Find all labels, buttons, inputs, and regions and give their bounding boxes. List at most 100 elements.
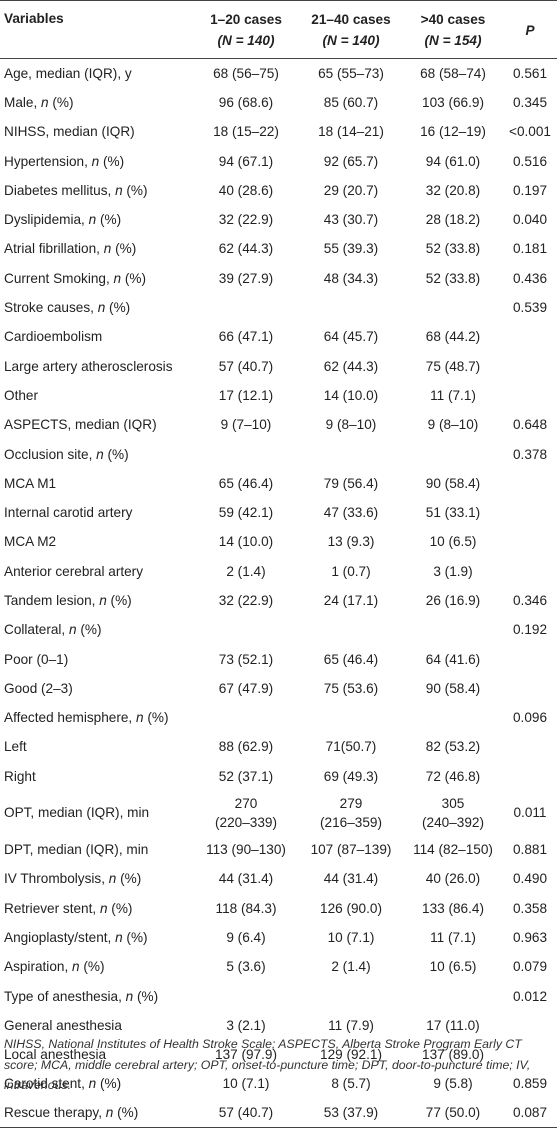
row-label-text: OPT, median (IQR), min bbox=[4, 805, 150, 821]
row-label: Male, n (%) bbox=[0, 88, 193, 117]
cell-group-3: 94 (61.0) bbox=[403, 146, 503, 175]
cell-value: 11 (7.9) bbox=[328, 1017, 374, 1033]
row-label-suffix: (%) bbox=[96, 1076, 122, 1092]
header-row: Variables 1–20 cases (N = 140) 21–40 cas… bbox=[0, 0, 557, 59]
row-label-suffix: (%) bbox=[116, 871, 142, 887]
cell-group-2: 9 (8–10) bbox=[299, 410, 403, 439]
cell-value: 94 (61.0) bbox=[425, 153, 481, 169]
header-group-3-label: >40 cases bbox=[420, 12, 486, 27]
row-label-italic: n bbox=[108, 871, 117, 887]
table-row: Poor (0–1) 73 (52.1) 65 (46.4) 64 (41.6) bbox=[0, 644, 557, 673]
cell-group-3: 52 (33.8) bbox=[403, 264, 503, 293]
cell-value: 10 (6.5) bbox=[429, 959, 477, 975]
row-label: Rescue therapy, n (%) bbox=[0, 1099, 193, 1128]
row-label-text: Current Smoking, bbox=[4, 270, 114, 286]
header-group-3: >40 cases (N = 154) bbox=[403, 1, 503, 59]
cell-group-3: 90 (58.4) bbox=[403, 469, 503, 498]
row-label-text: MCA M2 bbox=[4, 534, 57, 550]
row-label: Good (2–3) bbox=[0, 674, 193, 703]
cell-group-3: 75 (48.7) bbox=[403, 351, 503, 380]
header-group-1-n: (N = 140) bbox=[217, 33, 275, 48]
cell-group-1: 94 (67.1) bbox=[193, 146, 299, 175]
cell-value: 90 (58.4) bbox=[425, 475, 481, 491]
header-group-2: 21–40 cases (N = 140) bbox=[299, 1, 403, 59]
cell-value: 82 (53.2) bbox=[425, 739, 481, 755]
row-label-suffix: (%) bbox=[96, 212, 122, 228]
cell-value-range: (220–339) bbox=[215, 814, 277, 830]
row-label: Internal carotid artery bbox=[0, 498, 193, 527]
cell-group-1: 68 (56–75) bbox=[193, 59, 299, 88]
table-header: Variables 1–20 cases (N = 140) 21–40 cas… bbox=[0, 0, 557, 59]
cell-group-3 bbox=[403, 439, 503, 468]
table-row: Cardioembolism 66 (47.1) 64 (45.7) 68 (44.2… bbox=[0, 322, 557, 351]
cell-value: 64 (41.6) bbox=[425, 651, 481, 667]
row-label-text: Age, median (IQR), y bbox=[4, 65, 132, 81]
cell-group-1: 113 (90–130) bbox=[193, 835, 299, 864]
cell-value: 94 (67.1) bbox=[218, 153, 274, 169]
cell-group-2: 13 (9.3) bbox=[299, 527, 403, 556]
cell-p-value: 0.378 bbox=[512, 446, 548, 462]
row-label: Dyslipidemia, n (%) bbox=[0, 205, 193, 234]
row-label-italic: n bbox=[103, 241, 112, 257]
cell-value: 57 (40.7) bbox=[218, 1105, 274, 1121]
row-label-italic: n bbox=[99, 900, 108, 916]
row-label: Hypertension, n (%) bbox=[0, 146, 193, 175]
cell-value: 10 (6.5) bbox=[429, 534, 477, 550]
row-label-suffix: (%) bbox=[79, 959, 105, 975]
cell-value: 137 (89.0) bbox=[422, 1047, 484, 1063]
row-label-italic: n bbox=[96, 446, 104, 462]
row-label-italic: n bbox=[41, 94, 49, 110]
table-row: Collateral, n (%) 0.192 bbox=[0, 615, 557, 644]
cell-p-value: 0.181 bbox=[512, 241, 548, 257]
row-label-suffix: (%) bbox=[133, 988, 159, 1004]
cell-p-value: 0.436 bbox=[512, 270, 548, 286]
table-row: Left 88 (62.9) 71(50.7) 82 (53.2) bbox=[0, 732, 557, 761]
row-label-text: Poor (0–1) bbox=[4, 651, 69, 667]
cell-value: 9 (7–10) bbox=[220, 417, 272, 433]
row-label: Stroke causes, n (%) bbox=[0, 293, 193, 322]
cell-group-2: 53 (37.9) bbox=[299, 1099, 403, 1128]
table-footnote: NIHSS, National Institutes of Health Str… bbox=[4, 1037, 531, 1092]
row-label-suffix: (%) bbox=[106, 592, 132, 608]
cell-value: 75 (53.6) bbox=[323, 680, 379, 696]
cell-group-1: 10 (7.1) bbox=[193, 1069, 299, 1098]
row-label-suffix: (%) bbox=[103, 446, 129, 462]
cell-value: 29 (20.7) bbox=[323, 182, 379, 198]
cell-group-3: 52 (33.8) bbox=[403, 234, 503, 263]
cell-p-value bbox=[503, 322, 557, 351]
cell-group-3: 32 (20.8) bbox=[403, 176, 503, 205]
row-label: Carotid stent, n (%) bbox=[0, 1069, 193, 1098]
table-row: Diabetes mellitus, n (%) 40 (28.6) 29 (20.… bbox=[0, 176, 557, 205]
table-row: Stroke causes, n (%) 0.539 bbox=[0, 293, 557, 322]
row-label: Collateral, n (%) bbox=[0, 615, 193, 644]
row-label-text: Other bbox=[4, 387, 38, 403]
table-row: MCA M1 65 (46.4) 79 (56.4) 90 (58.4) bbox=[0, 469, 557, 498]
cell-value: 126 (90.0) bbox=[320, 900, 382, 916]
cell-value: 9 (6.4) bbox=[226, 929, 266, 945]
row-label-text: Carotid stent, bbox=[4, 1076, 89, 1092]
row-label-suffix: (%) bbox=[107, 900, 133, 916]
cell-group-2: 14 (10.0) bbox=[299, 381, 403, 410]
cell-group-2: 279 (216–359) bbox=[299, 791, 403, 835]
cell-group-3: 11 (7.1) bbox=[403, 923, 503, 952]
cell-value: 137 (97.9) bbox=[215, 1047, 277, 1063]
cell-group-2: 92 (65.7) bbox=[299, 146, 403, 175]
cell-value: 68 (56–75) bbox=[213, 65, 279, 81]
cell-group-1: 52 (37.1) bbox=[193, 762, 299, 791]
cell-p-value: 0.859 bbox=[512, 1076, 548, 1092]
row-label-italic: n bbox=[88, 212, 97, 228]
cell-value: 59 (42.1) bbox=[218, 505, 274, 521]
cell-value: 11 (7.1) bbox=[430, 929, 476, 945]
row-label-text: General anesthesia bbox=[4, 1017, 122, 1033]
table-row: Local anesthesia 137 (97.9) 129 (92.1) 137 … bbox=[0, 1040, 557, 1069]
cell-value: 24 (17.1) bbox=[323, 592, 379, 608]
cell-value: 18 (15–22) bbox=[213, 124, 279, 140]
cell-group-2: 65 (55–73) bbox=[299, 59, 403, 88]
row-label-text: DPT, median (IQR), min bbox=[4, 842, 149, 858]
cell-group-3 bbox=[403, 293, 503, 322]
cell-value: 32 (22.9) bbox=[218, 212, 274, 228]
cell-value: 67 (47.9) bbox=[218, 680, 274, 696]
cell-group-2 bbox=[299, 615, 403, 644]
cell-group-1: 59 (42.1) bbox=[193, 498, 299, 527]
